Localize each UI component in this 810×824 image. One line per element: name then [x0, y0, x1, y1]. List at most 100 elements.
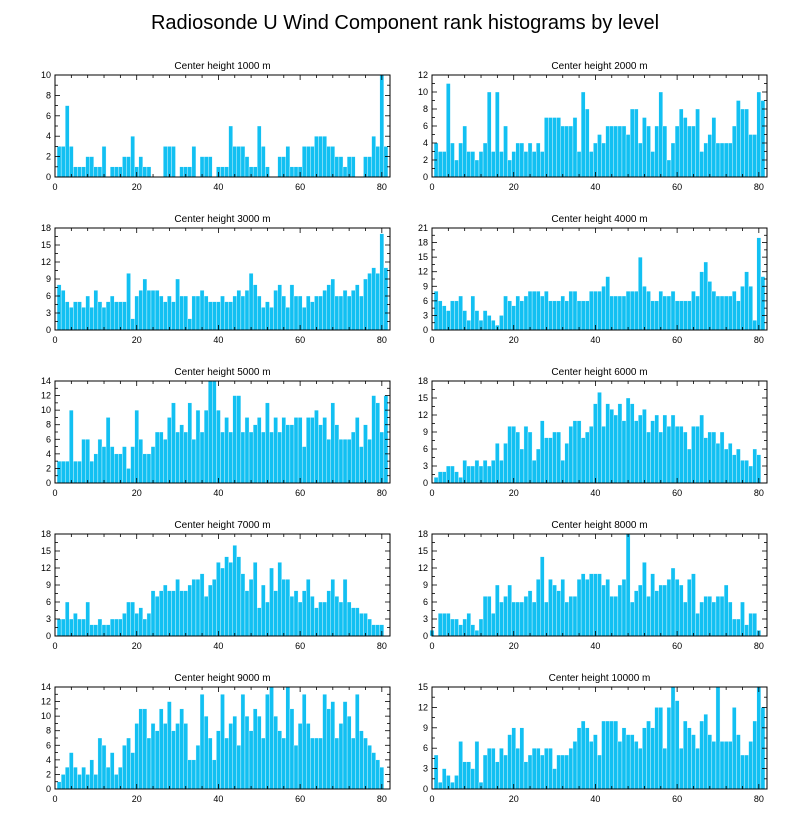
histogram-bar — [367, 156, 372, 178]
histogram-bar — [732, 707, 737, 790]
histogram-bar — [114, 301, 119, 331]
x-tick-label: 20 — [509, 794, 519, 804]
histogram-bar — [244, 156, 250, 178]
histogram-bar — [314, 607, 319, 637]
x-tick-label: 20 — [132, 794, 142, 804]
histogram-bar — [437, 151, 443, 178]
histogram-bar — [342, 166, 348, 178]
histogram-bar — [310, 417, 315, 484]
histogram-bar — [273, 590, 278, 637]
panel-6: Center height 6000 m 0 20 40 60 80 0 3 6 9 12 15 18 — [418, 367, 768, 498]
histogram-bar — [638, 414, 643, 484]
histogram-bar — [491, 613, 496, 637]
histogram-bar — [617, 295, 623, 331]
histogram-bar — [744, 271, 749, 331]
histogram-bar — [458, 741, 463, 790]
histogram-bar — [236, 395, 242, 484]
histogram-bar — [212, 579, 217, 637]
histogram-bar — [195, 745, 201, 790]
histogram-bar — [224, 556, 229, 637]
histogram-bar — [130, 601, 135, 637]
histogram-bar — [301, 446, 307, 484]
histogram-bar — [437, 613, 443, 637]
histogram-bar — [760, 276, 766, 331]
histogram-bar — [159, 431, 164, 484]
histogram-bar — [523, 596, 529, 637]
histogram-bar — [105, 624, 111, 637]
histogram-bar — [69, 146, 74, 178]
histogram-bar — [134, 409, 139, 484]
histogram-bar — [486, 596, 492, 637]
histogram-bar — [220, 694, 225, 790]
histogram-bar — [203, 596, 209, 637]
histogram-bar — [146, 453, 152, 484]
histogram-bar — [462, 460, 467, 484]
x-tick-label: 60 — [672, 488, 682, 498]
y-tick-label: 15 — [418, 546, 428, 556]
histogram-bar — [503, 125, 508, 178]
histogram-bar — [752, 613, 757, 637]
histogram-bar — [346, 439, 352, 484]
histogram-bar — [695, 426, 700, 484]
histogram-bar — [126, 273, 131, 331]
histogram-bar — [114, 453, 119, 484]
histogram-bar — [220, 295, 225, 331]
histogram-bar — [105, 766, 111, 790]
panel-title: Center height 9000 m — [174, 673, 270, 684]
histogram-bar — [257, 607, 262, 637]
histogram-bar — [81, 439, 86, 484]
histogram-bar — [740, 460, 745, 484]
histogram-bar — [691, 426, 696, 484]
histogram-bar — [338, 601, 344, 637]
x-tick-label: 40 — [213, 641, 223, 651]
histogram-bar — [507, 584, 512, 637]
histogram-bar — [175, 431, 180, 484]
histogram-bar — [363, 424, 368, 484]
histogram-bar — [715, 596, 721, 637]
histogram-bar — [605, 579, 610, 637]
histogram-bar — [687, 125, 692, 178]
histogram-bar — [495, 584, 500, 637]
x-tick-label: 40 — [590, 488, 600, 498]
histogram-bar — [454, 618, 459, 637]
histogram-bar — [556, 431, 561, 484]
histogram-bar — [568, 596, 574, 637]
histogram-bar — [167, 295, 172, 331]
histogram-bar — [191, 579, 197, 637]
histogram-bar — [658, 707, 663, 790]
histogram-bar — [146, 737, 152, 790]
histogram-bar — [199, 156, 205, 178]
histogram-bar — [711, 601, 717, 637]
histogram-bar — [519, 142, 525, 178]
histogram-bar — [499, 460, 504, 484]
histogram-bar — [454, 775, 459, 790]
histogram-bar — [175, 723, 180, 790]
histogram-bar — [60, 290, 66, 331]
histogram-bar — [601, 426, 606, 484]
y-tick-label: 2 — [46, 769, 51, 779]
histogram-bar — [703, 596, 708, 637]
histogram-bar — [326, 708, 331, 790]
histogram-bar — [326, 590, 331, 637]
histogram-bar — [683, 601, 688, 637]
histogram-bar — [544, 748, 549, 790]
histogram-bar — [351, 156, 356, 178]
histogram-bar — [585, 727, 590, 790]
histogram-bar — [519, 727, 525, 790]
histogram-bar — [314, 737, 319, 790]
histogram-bar — [634, 420, 639, 484]
y-tick-label: 0 — [423, 172, 428, 182]
histogram-bar — [548, 437, 553, 484]
histogram-bar — [572, 420, 578, 484]
panel-1: Center height 1000 m 0 20 40 60 80 0 2 4 6 8 10 — [41, 61, 391, 192]
x-tick-label: 80 — [754, 794, 764, 804]
histogram-bar — [683, 300, 688, 331]
histogram-bar — [576, 300, 582, 331]
histogram-bar — [138, 290, 144, 331]
histogram-bar — [736, 100, 741, 178]
histogram-bar — [576, 420, 582, 484]
panel-9: Center height 9000 m 0 20 40 60 80 0 2 4 6 8 10 12 14 — [41, 673, 391, 804]
histogram-bar — [73, 766, 78, 790]
histogram-bar — [171, 301, 176, 331]
histogram-bar — [65, 301, 70, 331]
